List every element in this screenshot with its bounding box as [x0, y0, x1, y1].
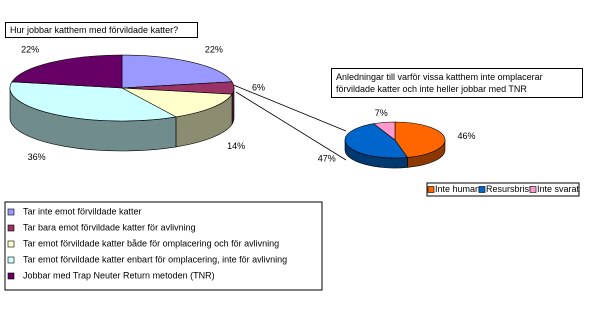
legend-label: Tar bara emot förvildade katter för avli…: [23, 222, 196, 232]
chart-title: Anledningar till varför vissa katthem in…: [331, 68, 583, 98]
connector-line: [235, 91, 347, 161]
legend-swatch: [7, 224, 15, 232]
legend-swatch: [7, 208, 15, 216]
data-label: 36%: [28, 152, 46, 162]
data-label: 7%: [375, 108, 388, 118]
legend-label: Inte human: [435, 184, 480, 194]
legend-label: Tar emot förvildade katter enbart för om…: [23, 254, 287, 264]
pie-slice: [372, 121, 396, 141]
legend-swatch: [7, 240, 15, 248]
pie-slice: [121, 54, 233, 89]
data-label: 46%: [458, 131, 476, 141]
pie-slice: [394, 121, 446, 158]
legend-swatch: [529, 186, 537, 193]
data-label: 22%: [21, 45, 39, 55]
legend-label: Resursbrist: [486, 184, 532, 194]
legend-box: [426, 182, 580, 197]
legend-label: Inte svarat: [537, 184, 580, 194]
pie-slice: [9, 81, 177, 122]
pie-slice: [11, 54, 123, 89]
legend-label: Tar inte emot förvildade katter: [23, 206, 142, 216]
legend-swatch: [7, 272, 15, 280]
data-label: 14%: [227, 141, 245, 151]
legend-box: [4, 201, 323, 291]
legend-swatch: [7, 256, 15, 264]
legend-label: Tar emot förvildade katter både för ompl…: [23, 238, 279, 248]
pie-slice: [344, 123, 408, 159]
legend-swatch: [478, 186, 486, 193]
pie-slice: [121, 87, 233, 118]
chart-title: Hur jobbar katthem med förvildade katter…: [5, 22, 198, 38]
data-label: 6%: [252, 82, 265, 92]
legend-swatch: [427, 186, 435, 193]
legend-label: Jobbar med Trap Neuter Return metoden (T…: [23, 270, 215, 280]
data-label: 22%: [205, 45, 223, 55]
data-label: 47%: [318, 154, 336, 164]
